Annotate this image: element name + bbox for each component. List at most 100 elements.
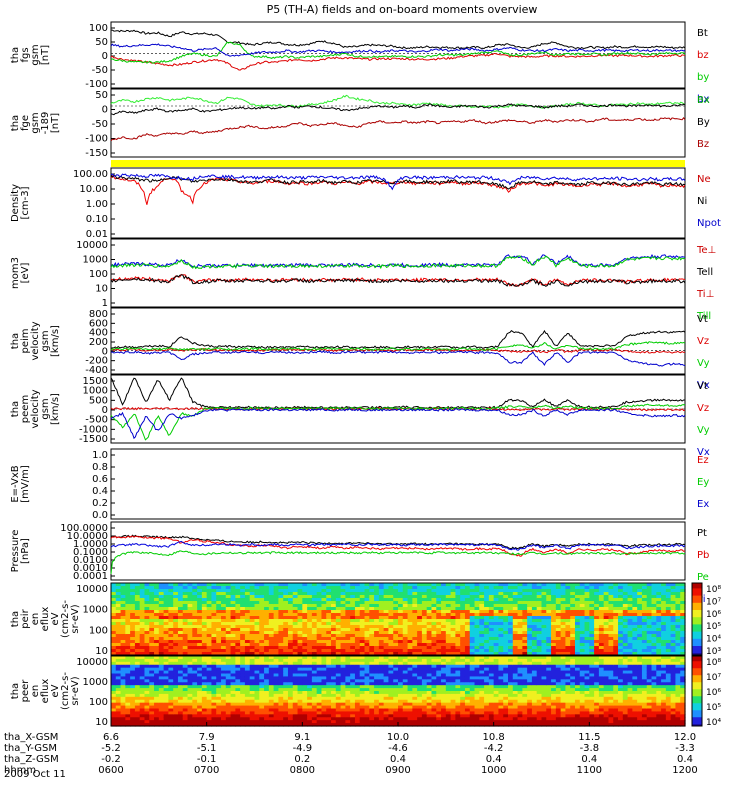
spectrogram-cell xyxy=(445,664,452,669)
spectrogram-cell xyxy=(163,613,169,617)
spectrogram-cell xyxy=(383,699,390,704)
spectrogram-cell xyxy=(574,613,581,617)
spectrogram-cell xyxy=(235,598,241,602)
spectrogram-cell xyxy=(115,616,122,620)
spectrogram-cell xyxy=(517,607,523,611)
spectrogram-cell xyxy=(168,702,174,707)
spectrogram-cell xyxy=(278,595,284,599)
spectrogram-cell xyxy=(407,604,413,608)
spectrogram-cell xyxy=(259,583,265,587)
spectrogram-cell xyxy=(273,616,280,620)
spectrogram-cell xyxy=(398,723,404,727)
spectrogram-cell xyxy=(302,607,308,611)
spectrogram-cell xyxy=(417,714,423,718)
spectrogram-cell xyxy=(240,637,246,641)
spectrogram-cell xyxy=(254,652,260,656)
spectrogram-cell xyxy=(149,679,155,683)
spectrogram-cell xyxy=(268,583,275,587)
spectrogram-cell xyxy=(464,637,471,641)
spectrogram-cell xyxy=(235,607,241,611)
spectrogram-cell xyxy=(307,661,313,666)
spectrogram-cell xyxy=(283,682,289,686)
spectrogram-cell xyxy=(331,607,337,611)
spectrogram-cell xyxy=(221,679,227,683)
spectrogram-cell xyxy=(125,631,131,635)
spectrogram-cell xyxy=(187,688,193,692)
spectrogram-cell xyxy=(450,708,456,713)
spectrogram-cell xyxy=(235,708,241,713)
spectrogram-cell xyxy=(292,661,299,666)
spectrogram-cell xyxy=(364,656,370,660)
spectrogram-cell xyxy=(149,696,155,701)
spectrogram-cell xyxy=(287,637,294,641)
spectrogram-cell xyxy=(278,619,284,623)
spectrogram-cell xyxy=(321,658,327,663)
spectrogram-cell xyxy=(192,673,198,678)
spectrogram-cell xyxy=(359,643,366,647)
spectrogram-cell xyxy=(111,634,117,638)
spectrogram-cell xyxy=(445,637,452,641)
spectrogram-cell xyxy=(570,610,576,614)
spectrogram-cell xyxy=(297,717,303,721)
spectrogram-cell xyxy=(206,693,213,698)
spectrogram-cell xyxy=(158,619,165,623)
spectrogram-cell xyxy=(287,640,294,644)
spectrogram-cell xyxy=(517,631,523,635)
spectrogram-cell xyxy=(192,708,198,713)
spectrogram-cell xyxy=(402,656,409,660)
spectrogram-cell xyxy=(335,685,342,689)
spectrogram-cell xyxy=(139,589,146,593)
spectrogram-cell xyxy=(240,664,246,669)
spectrogram-cell xyxy=(350,699,356,704)
spectrogram-cell xyxy=(431,634,437,638)
spectrogram-cell xyxy=(436,616,442,620)
spectrogram-cell xyxy=(431,691,437,695)
spectrogram-cell xyxy=(335,640,342,644)
spectrogram-cell xyxy=(230,637,236,641)
spectrogram-cell xyxy=(436,604,442,608)
spectrogram-cell xyxy=(335,702,342,707)
spectrogram-cell xyxy=(134,708,141,713)
spectrogram-cell xyxy=(268,708,275,713)
spectrogram-cell xyxy=(249,619,256,623)
spectrogram-cell xyxy=(398,616,404,620)
spectrogram-cell xyxy=(455,699,461,704)
spectrogram-cell xyxy=(637,631,643,635)
colorbar-segment xyxy=(692,615,702,618)
spectrogram-cell xyxy=(431,637,437,641)
spectrogram-cell xyxy=(240,682,246,686)
spectrogram-cell xyxy=(431,670,437,675)
spectrogram-cell xyxy=(335,613,342,617)
spectrogram-cell xyxy=(359,656,366,660)
spectrogram-cell xyxy=(555,622,562,626)
spectrogram-cell xyxy=(388,652,394,656)
spectrogram-cell xyxy=(345,589,351,593)
spectrogram-cell xyxy=(388,723,394,727)
spectrogram-cell xyxy=(302,682,308,686)
spectrogram-cell xyxy=(656,631,662,635)
spectrogram-cell xyxy=(445,670,452,675)
spectrogram-cell xyxy=(158,720,165,724)
spectrogram-cell xyxy=(661,622,667,626)
spectrogram-cell xyxy=(541,589,547,593)
spectrogram-cell xyxy=(163,643,169,647)
spectrogram-cell xyxy=(158,643,165,647)
spectrogram-cell xyxy=(249,598,256,602)
spectrogram-cell xyxy=(354,693,361,698)
spectrogram-cell xyxy=(278,631,284,635)
spectrogram-cell xyxy=(560,595,567,599)
spectrogram-cell xyxy=(316,619,323,623)
spectrogram-cell xyxy=(441,711,447,715)
y-axis-label: en xyxy=(30,613,41,626)
spectrogram-cell xyxy=(374,586,380,590)
spectrogram-cell xyxy=(426,601,433,605)
spectrogram-cell xyxy=(139,673,146,678)
spectrogram-cell xyxy=(412,589,418,593)
spectrogram-cell xyxy=(187,625,193,629)
spectrogram-cell xyxy=(192,637,198,641)
spectrogram-cell xyxy=(651,634,657,638)
spectrogram-cell xyxy=(589,646,595,650)
spectrogram-cell xyxy=(359,628,366,632)
spectrogram-cell xyxy=(173,705,179,710)
spectrogram-cell xyxy=(283,631,289,635)
